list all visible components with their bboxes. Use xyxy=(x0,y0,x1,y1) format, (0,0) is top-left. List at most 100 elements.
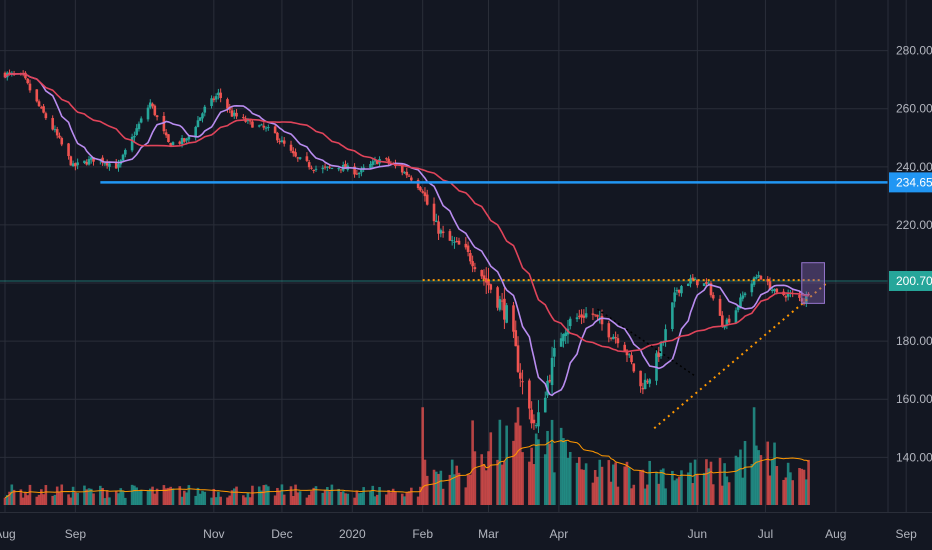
volume-bar xyxy=(455,465,459,505)
candle-body xyxy=(630,355,633,363)
candle-body xyxy=(691,277,695,280)
time-tick-label: Apr xyxy=(550,527,569,541)
volume-bar xyxy=(67,494,70,505)
volume-bar xyxy=(496,459,499,505)
volume-bar xyxy=(612,464,615,505)
volume-bar xyxy=(702,472,706,505)
volume-bar xyxy=(770,459,774,505)
volume-bar xyxy=(534,433,538,505)
volume-bar xyxy=(677,477,681,505)
volume-bar xyxy=(632,484,636,505)
volume-bar xyxy=(114,491,118,505)
volume-bar xyxy=(482,464,486,505)
volume-bar xyxy=(291,495,295,505)
candle-body xyxy=(759,275,763,280)
volume-bar xyxy=(598,459,602,505)
candle-body xyxy=(139,118,143,123)
volume-bar xyxy=(183,490,186,505)
candle-body xyxy=(734,310,738,324)
candle-body xyxy=(133,135,136,138)
candle-body xyxy=(562,333,565,342)
candle-body xyxy=(689,278,692,284)
candle-body xyxy=(516,345,520,372)
volume-bar xyxy=(503,461,506,505)
time-tick-label: Dec xyxy=(271,527,292,541)
volume-bar xyxy=(657,483,661,505)
volume-bar xyxy=(566,457,570,505)
volume-bar xyxy=(403,496,406,505)
volume-bar xyxy=(419,486,422,505)
volume-bar xyxy=(151,486,154,505)
volume-bar xyxy=(400,493,404,505)
volume-bar xyxy=(389,492,393,505)
time-tick-label: Sep xyxy=(65,527,87,541)
candle-body xyxy=(278,141,281,143)
candle-body xyxy=(568,318,572,327)
candle-body xyxy=(71,163,75,167)
annotations xyxy=(100,181,888,430)
volume-bar xyxy=(99,485,102,505)
candle-body xyxy=(210,98,213,107)
candle-body xyxy=(543,397,547,413)
candle-body xyxy=(435,220,438,223)
time-axis[interactable]: Aug Sep Nov Dec 2020 Feb Mar Apr Jun Jul Aug Sep xyxy=(0,527,917,541)
volume-bar xyxy=(108,497,111,505)
volume-bar xyxy=(21,497,25,505)
volume-bar xyxy=(757,450,760,505)
volume-bar xyxy=(341,491,345,505)
volume-bar xyxy=(514,422,518,505)
volume-bar xyxy=(262,485,266,505)
candle-body xyxy=(85,161,89,165)
volume-bar xyxy=(391,488,395,505)
candle-body xyxy=(718,298,722,316)
candle-body xyxy=(686,283,690,286)
volume-bar xyxy=(178,486,182,505)
volume-bar xyxy=(727,482,731,505)
volume-bar xyxy=(689,462,692,505)
volume-bar xyxy=(58,492,61,505)
volume-bar xyxy=(789,472,792,505)
candle-body xyxy=(276,132,279,141)
candle-body xyxy=(228,108,232,110)
candle-body xyxy=(786,293,790,297)
candle-body xyxy=(248,120,252,122)
candle-body xyxy=(146,107,150,120)
candle-body xyxy=(298,157,302,159)
candle-body xyxy=(153,105,157,116)
candle-body xyxy=(584,313,588,318)
time-tick-label: Mar xyxy=(478,527,499,541)
volume-bar xyxy=(562,438,565,505)
volume-bar xyxy=(60,484,64,505)
volume-bar xyxy=(759,455,763,505)
volume-bar xyxy=(457,472,461,505)
candle-body xyxy=(198,117,202,121)
volume-bar xyxy=(214,497,218,505)
volume-bar xyxy=(37,494,41,505)
candle-body xyxy=(736,306,740,310)
candle-body xyxy=(87,159,91,165)
volume-bar xyxy=(435,471,438,505)
volume-bar xyxy=(453,474,456,505)
volume-bar xyxy=(575,462,579,505)
candle-body xyxy=(727,318,731,323)
volume-bar xyxy=(267,486,270,505)
time-tick-label: Jul xyxy=(758,527,773,541)
candle-body xyxy=(457,240,461,245)
volume-bar xyxy=(162,485,166,505)
volume-bar xyxy=(546,430,549,505)
volume-bar xyxy=(355,491,359,505)
volume-bar xyxy=(439,470,443,505)
price-tick-label: 280.00 xyxy=(896,44,932,58)
volume-bar xyxy=(405,492,409,505)
candle-body xyxy=(101,157,104,163)
volume-bar xyxy=(353,497,356,505)
candle-body xyxy=(135,128,138,135)
candle-body xyxy=(124,149,127,155)
volume-bar xyxy=(593,470,597,505)
candle-body xyxy=(534,425,538,427)
candle-body xyxy=(60,138,64,145)
volume-bar xyxy=(580,469,583,505)
candle-body xyxy=(609,337,613,339)
candle-body xyxy=(369,164,372,169)
